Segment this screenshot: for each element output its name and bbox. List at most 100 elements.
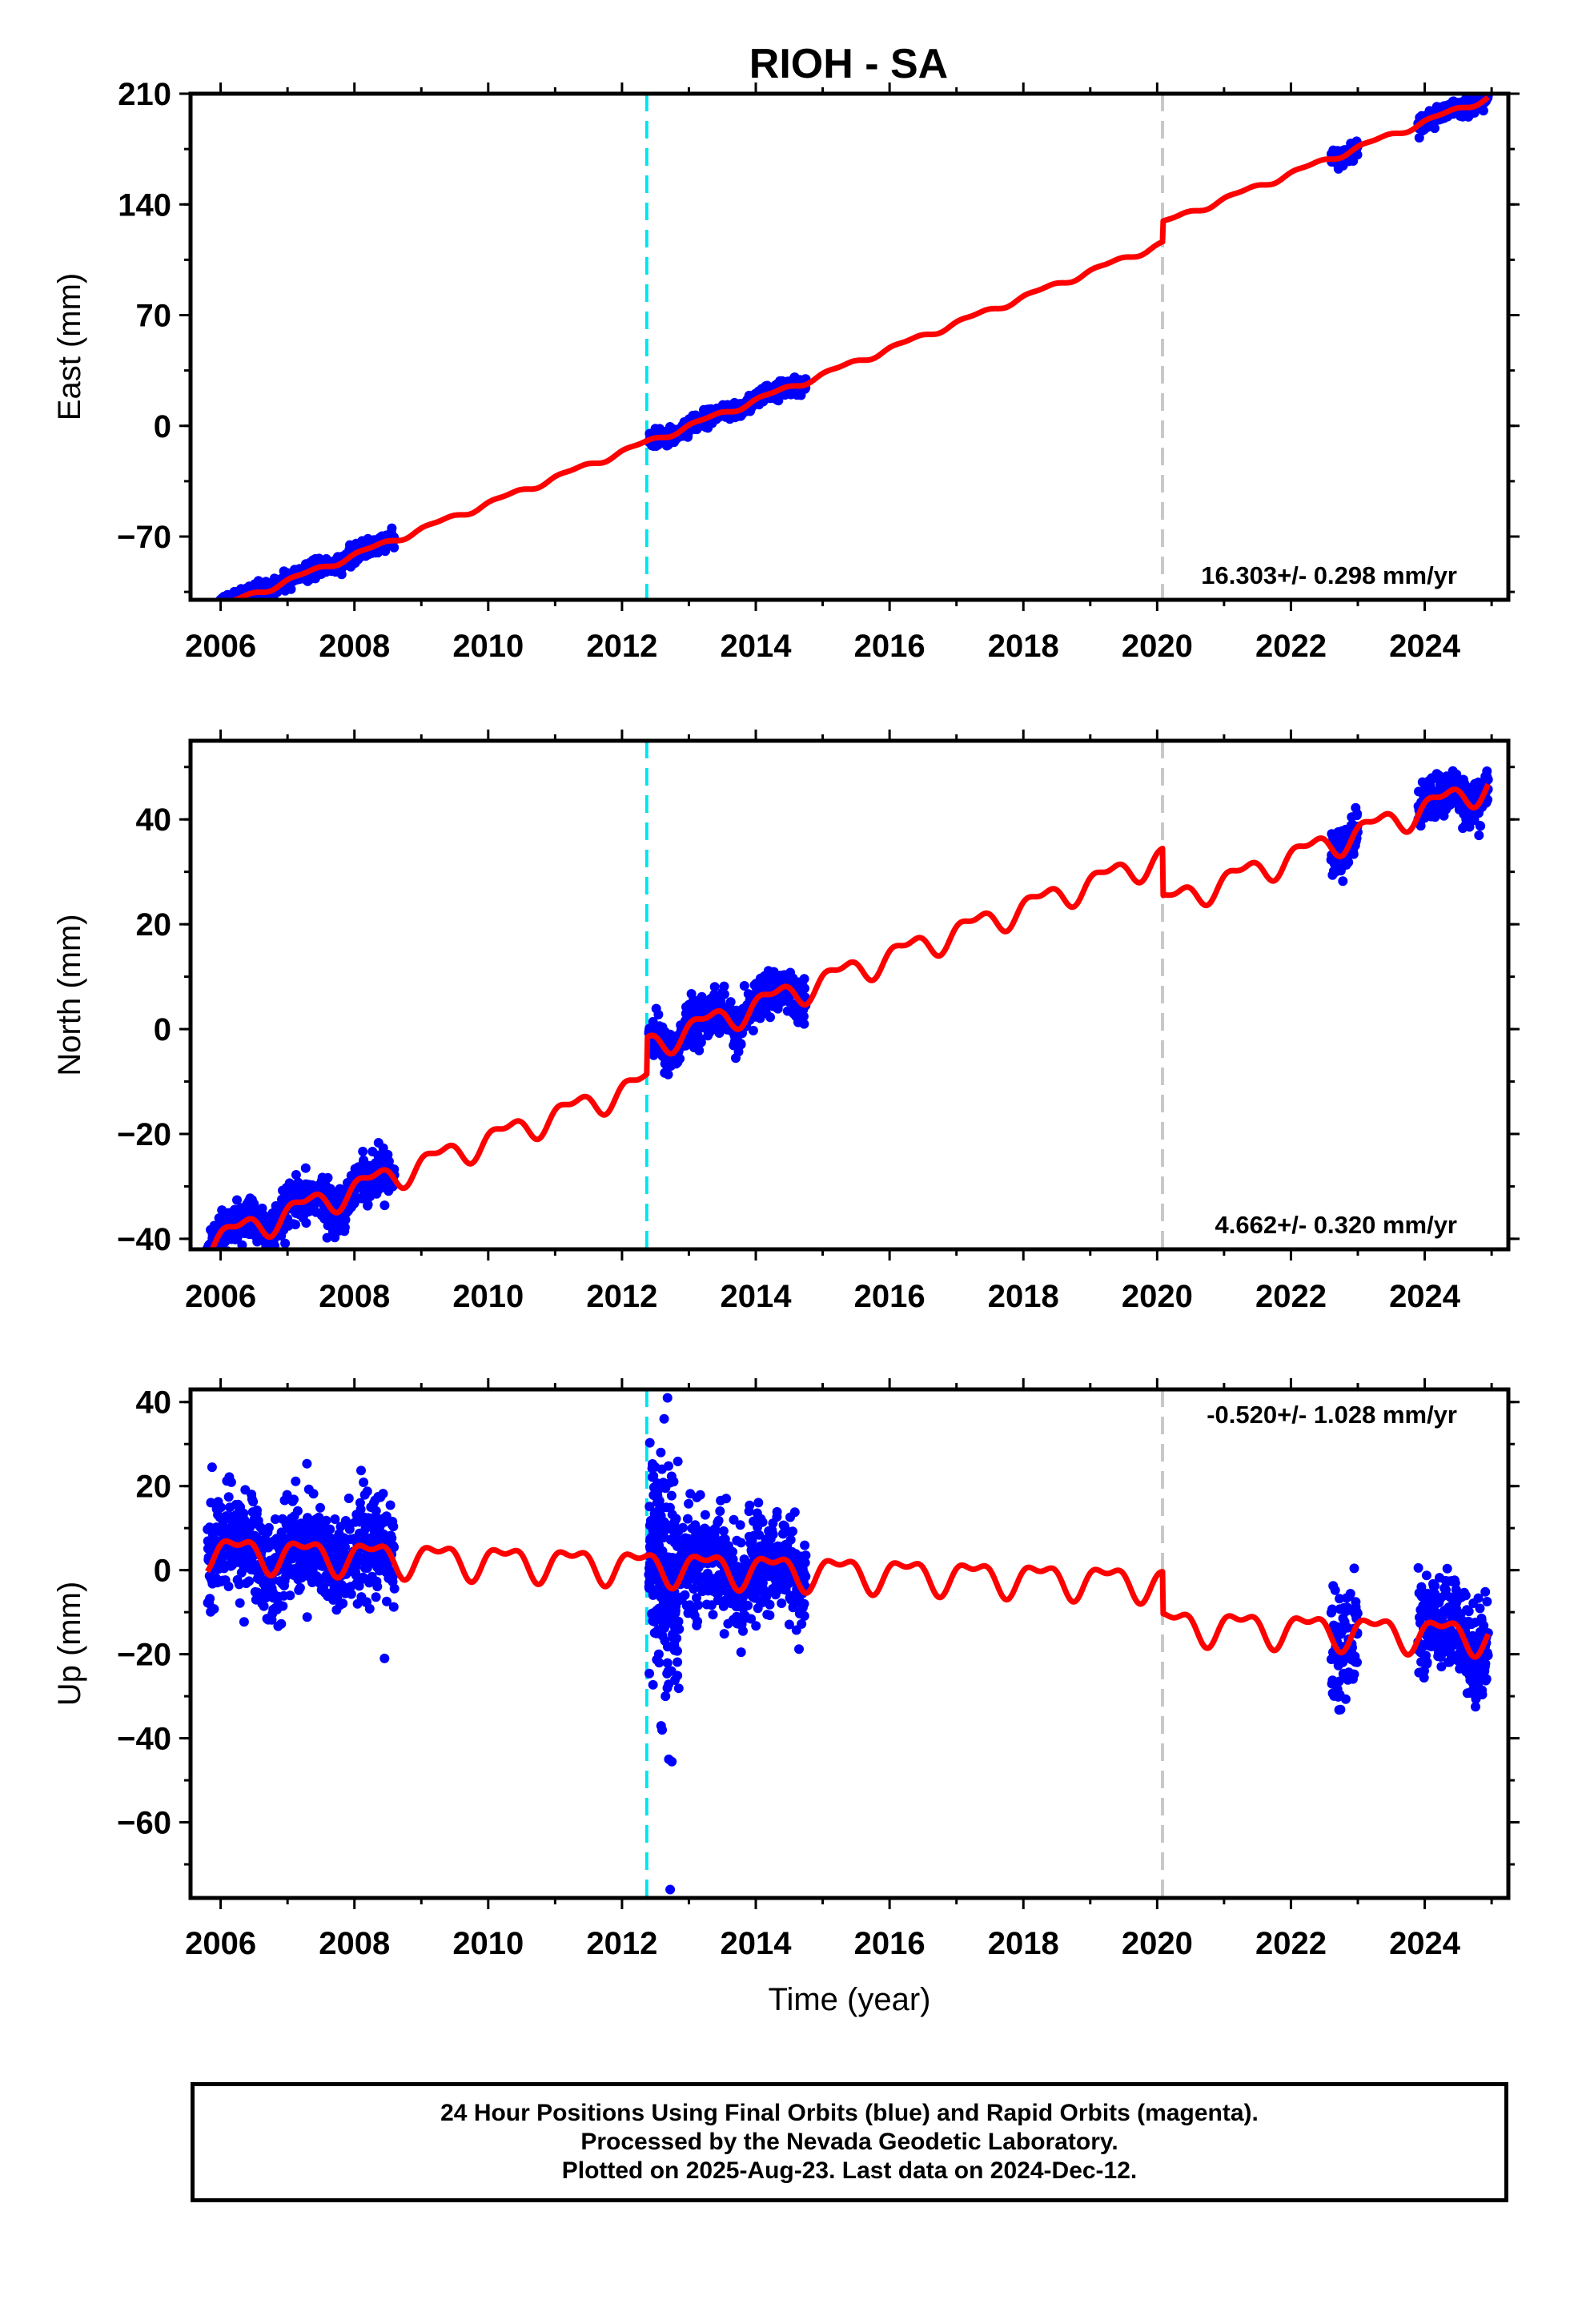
data-point bbox=[210, 608, 219, 617]
x-tick-label: 2024 bbox=[1389, 629, 1461, 664]
data-point bbox=[208, 1264, 218, 1273]
data-point bbox=[788, 1526, 797, 1537]
data-point bbox=[300, 1163, 311, 1173]
data-points-north bbox=[202, 766, 1493, 1273]
data-point bbox=[765, 1599, 775, 1610]
data-point bbox=[387, 523, 397, 533]
data-point bbox=[372, 1582, 383, 1592]
data-point bbox=[684, 1498, 694, 1509]
data-point bbox=[1352, 809, 1363, 819]
x-tick-label: 2012 bbox=[586, 629, 657, 664]
data-point bbox=[211, 603, 221, 613]
data-point bbox=[276, 1618, 287, 1629]
data-point bbox=[1330, 1585, 1340, 1595]
data-point bbox=[683, 1514, 693, 1524]
data-point bbox=[210, 601, 219, 610]
data-point bbox=[225, 602, 235, 612]
plot-frame-east bbox=[188, 91, 1511, 602]
data-point bbox=[206, 608, 215, 617]
data-point bbox=[263, 1522, 274, 1533]
data-point bbox=[226, 601, 235, 610]
data-point bbox=[214, 605, 223, 615]
data-point bbox=[211, 605, 220, 614]
data-point bbox=[203, 616, 213, 625]
data-point bbox=[226, 1477, 236, 1487]
data-point bbox=[223, 603, 233, 613]
data-point bbox=[292, 1506, 303, 1516]
data-point bbox=[211, 605, 221, 615]
data-point bbox=[388, 1522, 399, 1532]
data-point bbox=[799, 1019, 809, 1029]
data-point bbox=[378, 1489, 388, 1499]
data-point bbox=[801, 1550, 811, 1561]
data-point bbox=[359, 1478, 369, 1487]
rate-label-east: 16.303+/- 0.298 mm/yr bbox=[1201, 561, 1457, 589]
data-point bbox=[207, 605, 216, 614]
data-point bbox=[343, 1494, 354, 1503]
rate-label-north: 4.662+/- 0.320 mm/yr bbox=[1215, 1211, 1457, 1239]
data-point bbox=[346, 1589, 356, 1599]
data-point bbox=[765, 1610, 775, 1620]
model-fit-line-north bbox=[209, 782, 1492, 1249]
data-point bbox=[358, 1146, 368, 1156]
data-point bbox=[223, 1492, 234, 1502]
data-point bbox=[1430, 123, 1439, 134]
data-point bbox=[675, 1054, 685, 1063]
y-tick-label: 140 bbox=[118, 187, 171, 223]
data-point bbox=[389, 1583, 400, 1594]
data-point bbox=[301, 1218, 311, 1228]
data-point bbox=[693, 1600, 704, 1610]
data-point bbox=[765, 1012, 775, 1023]
data-point bbox=[799, 1610, 809, 1621]
data-point bbox=[216, 1502, 226, 1513]
data-points-up bbox=[203, 1393, 1493, 1895]
data-point bbox=[1422, 1657, 1432, 1667]
data-point bbox=[1349, 1669, 1359, 1679]
data-point bbox=[207, 610, 216, 620]
chart-title: RIOH - SA bbox=[749, 41, 948, 87]
data-point bbox=[371, 1506, 381, 1516]
data-point bbox=[719, 989, 729, 999]
x-tick-label: 2018 bbox=[988, 1279, 1059, 1314]
data-point bbox=[302, 1612, 312, 1622]
data-point bbox=[215, 604, 224, 613]
data-point bbox=[204, 608, 214, 617]
data-point bbox=[315, 1502, 325, 1513]
x-tick-label: 2020 bbox=[1122, 1279, 1193, 1314]
data-point bbox=[1430, 1581, 1440, 1591]
data-point bbox=[211, 605, 220, 615]
x-tick-label: 2016 bbox=[854, 1279, 926, 1314]
data-point bbox=[715, 1506, 725, 1516]
data-point bbox=[389, 542, 400, 553]
data-point bbox=[743, 1600, 753, 1610]
data-point bbox=[302, 1458, 312, 1469]
data-point bbox=[713, 1515, 724, 1526]
data-point bbox=[235, 1598, 245, 1608]
x-tick-label: 2010 bbox=[452, 1279, 524, 1314]
data-point bbox=[223, 1582, 234, 1591]
data-point bbox=[794, 1644, 804, 1655]
x-tick-label: 2014 bbox=[721, 629, 793, 664]
data-point bbox=[214, 609, 223, 619]
data-point bbox=[800, 1540, 810, 1550]
data-point bbox=[789, 1507, 800, 1518]
x-tick-label: 2022 bbox=[1255, 1279, 1327, 1314]
data-point bbox=[204, 607, 214, 617]
data-point bbox=[286, 584, 296, 594]
data-point bbox=[291, 1476, 301, 1486]
data-point bbox=[693, 1616, 703, 1626]
y-tick-label: 0 bbox=[154, 409, 171, 444]
panel-up: 2006 2008 2010 2012 2014 2016 2018 2020 2022 2024… bbox=[52, 1378, 1520, 1961]
data-point bbox=[799, 1598, 809, 1609]
data-point bbox=[719, 1629, 729, 1639]
x-tick-label: 2018 bbox=[988, 629, 1059, 664]
data-point bbox=[364, 1603, 375, 1614]
data-point bbox=[799, 974, 809, 984]
data-point bbox=[280, 1238, 291, 1248]
x-tick-label: 2008 bbox=[319, 1279, 390, 1314]
data-point bbox=[777, 1598, 787, 1608]
data-point bbox=[708, 1610, 718, 1620]
data-point bbox=[203, 614, 212, 624]
y-tick-label: −40 bbox=[117, 1222, 171, 1257]
data-point bbox=[323, 1172, 333, 1183]
